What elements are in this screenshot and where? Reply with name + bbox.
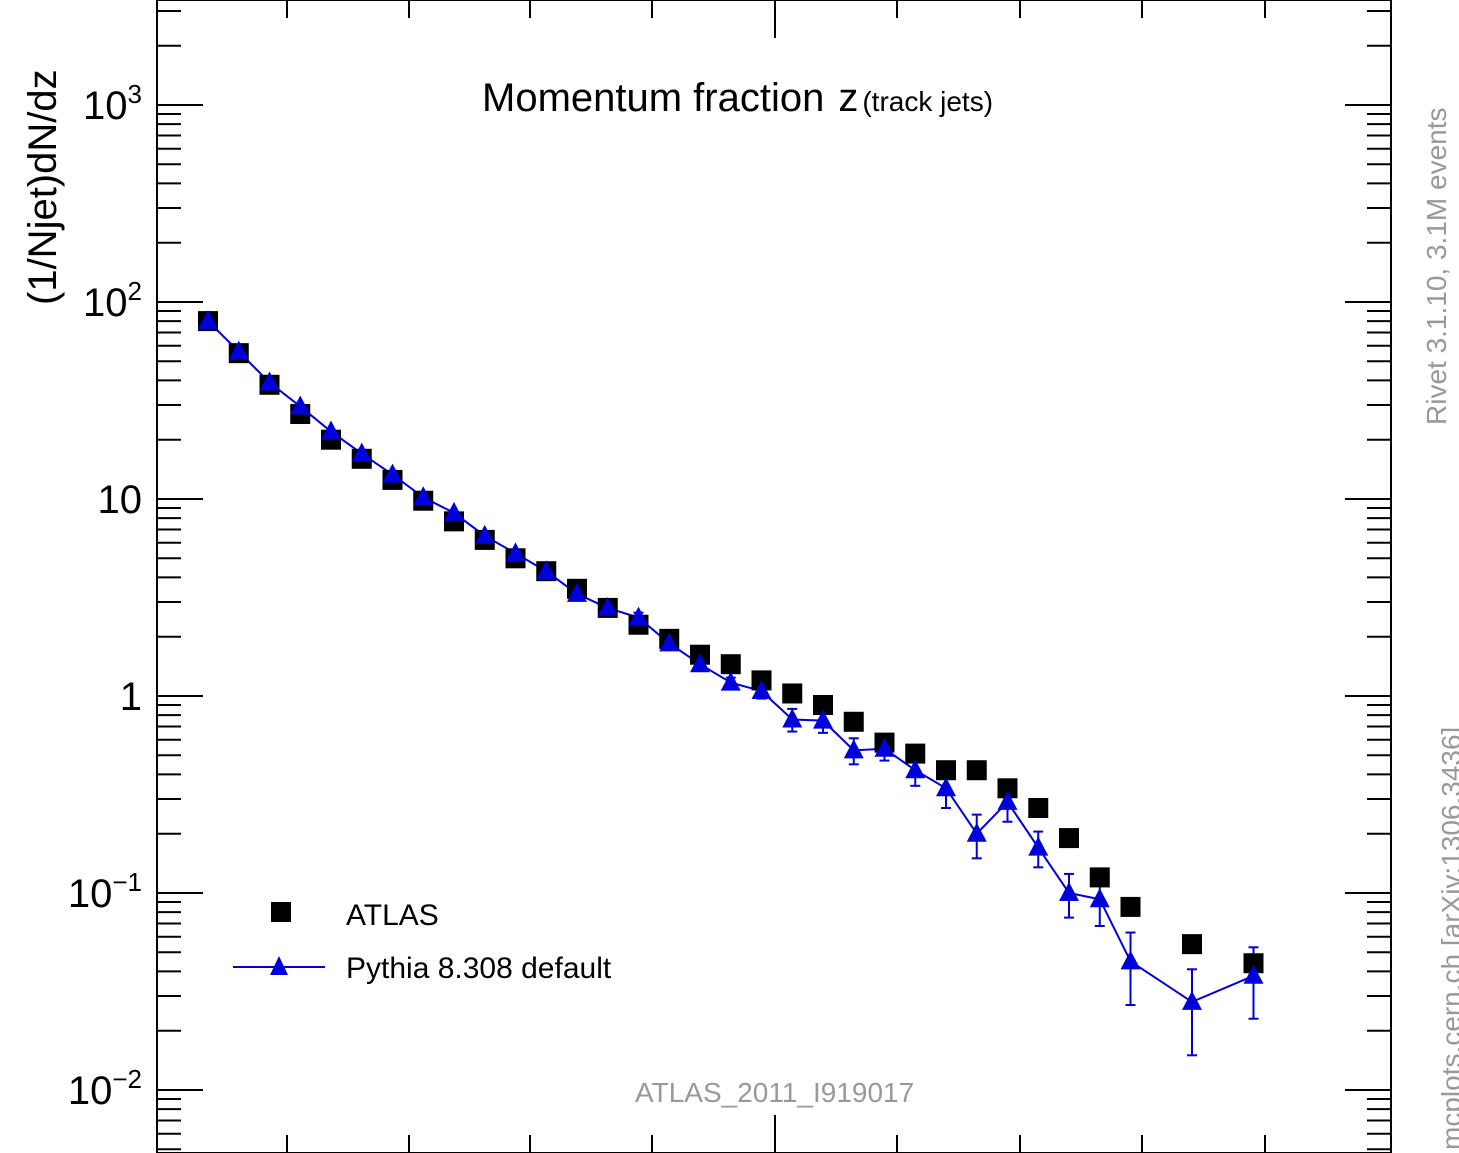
atlas-data-point — [782, 683, 803, 704]
pythia-data-point — [474, 524, 495, 544]
chart-title-sub: (track jets) — [862, 86, 993, 117]
atlas-data-point — [966, 760, 987, 781]
pythia-data-point — [1059, 882, 1079, 901]
pythia-data-point — [382, 463, 403, 483]
legend-pythia-label: Pythia 8.308 default — [346, 952, 612, 985]
pythia-data-point — [1089, 888, 1110, 908]
chart-title-var: z — [838, 76, 858, 120]
pythia-data-point — [843, 739, 864, 759]
atlas-data-point — [813, 695, 833, 716]
y-tick-label: 102 — [83, 276, 142, 325]
y-tick-label: 10−1 — [68, 867, 142, 916]
y-tick-label-base: 10 — [68, 1069, 113, 1113]
pythia-data-point — [628, 606, 649, 626]
pythia-data-point — [536, 560, 557, 580]
series-atlas-markers — [198, 311, 1264, 974]
y-tick-label-base: 10 — [98, 478, 143, 522]
y-tick-label-exponent: 3 — [128, 79, 142, 109]
y-tick-label-base: 10 — [83, 84, 128, 128]
pythia-data-point — [259, 371, 280, 391]
y-tick-label-exponent: −1 — [112, 867, 142, 897]
pythia-data-point — [720, 671, 741, 691]
pythia-data-point — [997, 790, 1018, 810]
y-tick-label-exponent: 2 — [128, 276, 142, 306]
atlas-data-point — [1059, 828, 1079, 849]
chart-title: Momentum fraction z (track jets) — [482, 76, 993, 120]
pythia-data-point — [351, 442, 372, 462]
pythia-data-point — [1182, 990, 1202, 1010]
pythia-data-point — [813, 709, 833, 729]
atlas-data-point — [1120, 896, 1141, 917]
atlas-data-point — [997, 778, 1018, 799]
atlas-data-point — [936, 760, 956, 781]
pythia-data-point — [936, 777, 956, 797]
pythia-data-point — [290, 395, 311, 415]
atlas-data-point — [1243, 953, 1264, 974]
rivet-version-label: Rivet 3.1.10, 3.1M events — [1421, 107, 1452, 425]
pythia-data-point — [751, 680, 772, 700]
pythia-data-point — [782, 708, 803, 728]
legend-atlas-marker — [271, 902, 291, 922]
pythia-data-point — [413, 486, 434, 506]
atlas-data-point — [1182, 934, 1202, 955]
pythia-data-point — [1243, 964, 1264, 984]
analysis-label: ATLAS_2011_I919017 — [635, 1077, 914, 1108]
legend: ATLAS Pythia 8.308 default — [233, 899, 612, 985]
pythia-data-point — [1028, 836, 1049, 856]
pythia-data-point — [321, 420, 341, 440]
pythia-data-point — [874, 737, 895, 757]
y-tick-label-base: 1 — [120, 675, 142, 719]
pythia-data-point — [690, 653, 710, 673]
legend-atlas-label: ATLAS — [346, 899, 439, 932]
pythia-data-point — [905, 759, 926, 779]
y-tick-label-base: 10 — [83, 281, 128, 325]
pythia-data-point — [444, 501, 464, 521]
y-tick-label-exponent: −2 — [112, 1064, 142, 1094]
atlas-data-point — [843, 711, 864, 732]
pythia-data-point — [966, 822, 987, 842]
atlas-data-point — [1089, 867, 1110, 888]
atlas-data-point — [720, 654, 741, 675]
y-axis-ticks — [157, 10, 1391, 1151]
y-tick-label: 10−2 — [68, 1064, 142, 1113]
chart-title-main: Momentum fraction — [482, 76, 824, 120]
atlas-data-point — [1028, 798, 1049, 819]
pythia-data-point — [198, 310, 218, 330]
y-tick-label: 10 — [98, 478, 143, 522]
y-tick-label: 103 — [83, 79, 142, 128]
y-axis-label: (1/Njet)dN/dz — [21, 69, 65, 305]
plot-frame — [156, 0, 1392, 1153]
mcplots-label: mcplots.cern.ch [arXiv:1306.3436] — [1436, 727, 1459, 1150]
pythia-data-point — [505, 542, 526, 562]
y-tick-label: 1 — [120, 675, 142, 719]
pythia-data-point — [1120, 950, 1141, 970]
pythia-data-point — [597, 596, 618, 616]
pythia-data-point — [659, 632, 680, 652]
pythia-data-point — [567, 582, 587, 602]
atlas-data-point — [905, 743, 926, 764]
y-tick-label-base: 10 — [68, 872, 113, 916]
pythia-data-point — [228, 340, 249, 360]
series-pythia-markers — [198, 310, 1264, 1010]
legend-pythia-marker — [270, 956, 288, 975]
x-axis-ticks — [286, 0, 1266, 1153]
